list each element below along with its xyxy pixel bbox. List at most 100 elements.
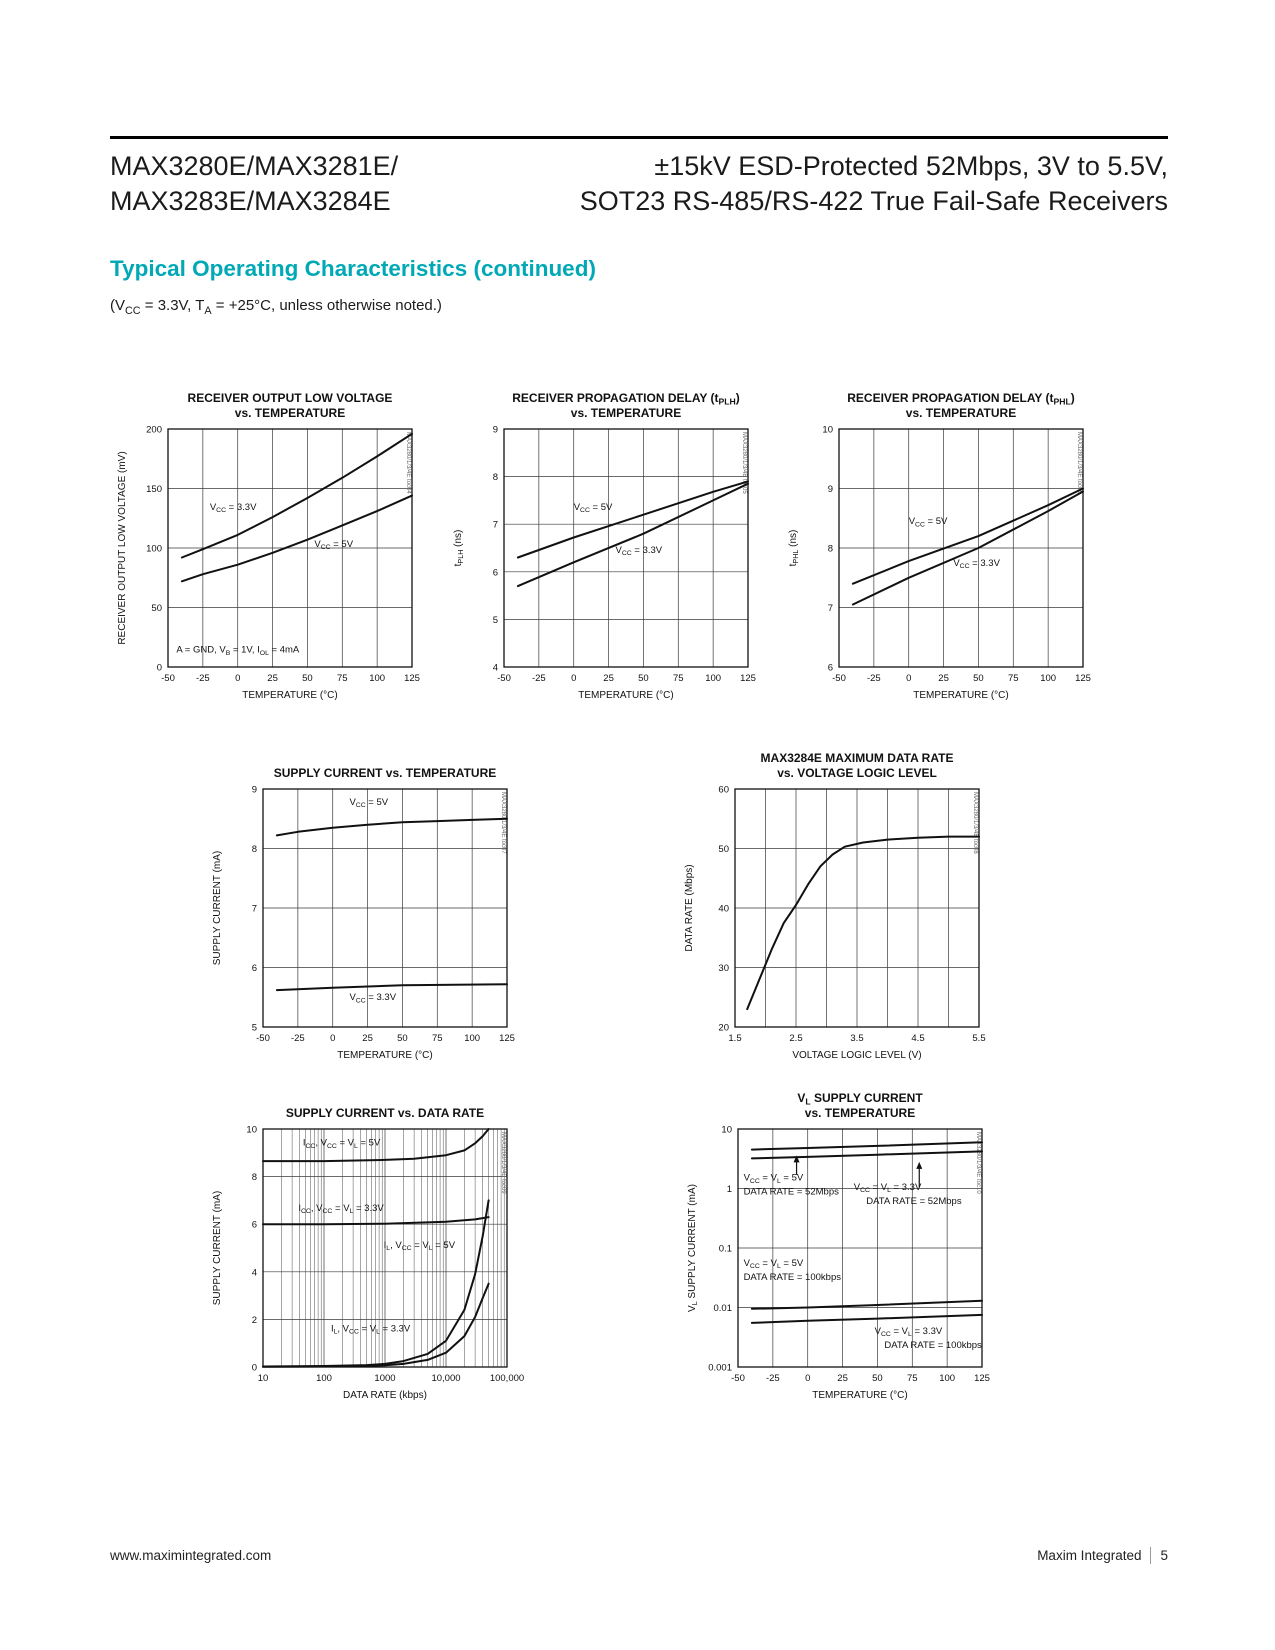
svg-text:0.1: 0.1 [719,1244,732,1255]
chart-series-0 [750,1141,983,1151]
part-number-line-1: MAX3280E/MAX3281E/ [110,151,399,181]
svg-text:125: 125 [974,1373,990,1384]
svg-text:75: 75 [673,673,684,684]
header-rule [110,136,1168,139]
svg-text:-50: -50 [256,1033,270,1044]
svg-text:0: 0 [571,673,576,684]
chart-series-1 [180,494,413,583]
svg-text:8: 8 [493,472,498,483]
svg-text:-50: -50 [832,673,846,684]
svg-text:DATA RATE = 100kbps: DATA RATE = 100kbps [884,1340,982,1351]
svg-text:50: 50 [638,673,649,684]
svg-text:VL SUPPLY CURRENT (mA): VL SUPPLY CURRENT (mA) [687,1184,699,1312]
chart-propagation-delay-tphl: RECEIVER PROPAGATION DELAY (tPHL) vs. TEM… [781,385,1111,717]
chart-canvas: SUPPLY CURRENT vs. TEMPERATURE -50 -25 0 25 5… [212,766,515,1061]
svg-text:9: 9 [828,484,833,495]
chart-series-1 [262,1216,490,1226]
svg-text:125: 125 [1075,673,1091,684]
chart-series-0 [275,817,508,837]
svg-text:50: 50 [397,1033,408,1044]
svg-text:MAX3280/1/3/4E toc05: MAX3280/1/3/4E toc05 [741,432,747,494]
svg-text:vs. TEMPERATURE: vs. TEMPERATURE [805,1106,915,1120]
footer-url[interactable]: www.maximintegrated.com [110,1548,272,1563]
svg-text:vs. TEMPERATURE: vs. TEMPERATURE [235,406,345,420]
svg-text:0: 0 [906,673,911,684]
svg-text:10: 10 [258,1373,269,1384]
svg-text:6: 6 [493,567,498,578]
chart-series-2 [750,1299,983,1310]
svg-text:-25: -25 [196,673,210,684]
svg-text:100: 100 [939,1373,955,1384]
svg-text:8: 8 [252,844,257,855]
svg-text:100: 100 [369,673,385,684]
chart-propagation-delay-tplh: RECEIVER PROPAGATION DELAY (tPLH) vs. TEM… [446,385,776,717]
svg-text:TEMPERATURE (°C): TEMPERATURE (°C) [578,690,673,701]
svg-text:VCC = 3.3V: VCC = 3.3V [616,545,663,557]
svg-text:10: 10 [822,425,833,436]
svg-text:50: 50 [872,1373,883,1384]
svg-text:DATA RATE (Mbps): DATA RATE (Mbps) [684,864,695,951]
svg-text:ICC, VCC = VL = 3.3V: ICC, VCC = VL = 3.3V [298,1203,384,1215]
svg-text:-25: -25 [867,673,881,684]
svg-text:4: 4 [252,1267,257,1278]
svg-text:6: 6 [828,663,833,674]
svg-text:50: 50 [151,603,162,614]
svg-text:150: 150 [146,484,162,495]
chart-series-3 [750,1313,983,1324]
chart-series-0 [851,487,1084,585]
svg-text:ICC, VCC = VL = 5V: ICC, VCC = VL = 5V [303,1138,381,1150]
svg-text:0: 0 [805,1373,810,1384]
section-heading: Typical Operating Characteristics (conti… [110,256,596,281]
svg-text:40: 40 [718,904,729,915]
svg-text:5.5: 5.5 [972,1033,985,1044]
svg-text:10,000: 10,000 [431,1373,460,1384]
doc-title-line-1: ±15kV ESD-Protected 52Mbps, 3V to 5.5V, [654,151,1168,181]
chart-series-0 [180,432,413,559]
svg-text:-50: -50 [731,1373,745,1384]
svg-text:25: 25 [362,1033,373,1044]
footer-right: Maxim Integrated 5 [1037,1547,1168,1564]
page-footer: www.maximintegrated.com Maxim Integrated… [110,1547,1168,1564]
footer-page-number: 5 [1160,1548,1168,1563]
svg-text:7: 7 [828,603,833,614]
svg-text:75: 75 [337,673,348,684]
svg-text:-50: -50 [497,673,511,684]
svg-text:75: 75 [432,1033,443,1044]
svg-text:RECEIVER OUTPUT LOW VOLTAGE: RECEIVER OUTPUT LOW VOLTAGE [188,391,393,405]
svg-text:0: 0 [157,663,162,674]
svg-text:25: 25 [938,673,949,684]
svg-text:25: 25 [267,673,278,684]
svg-text:8: 8 [828,544,833,555]
chart-series-0 [262,1128,490,1163]
svg-text:MAX3280/1/3/4E toc08: MAX3280/1/3/4E toc08 [972,792,978,854]
svg-text:RECEIVER OUTPUT LOW VOLTAGE (m: RECEIVER OUTPUT LOW VOLTAGE (mV) [117,451,128,644]
svg-text:10: 10 [721,1125,732,1136]
svg-text:-25: -25 [532,673,546,684]
svg-text:100: 100 [705,673,721,684]
svg-text:DATA RATE = 52Mbps: DATA RATE = 52Mbps [866,1196,962,1207]
svg-text:30: 30 [718,963,729,974]
chart-max-data-rate-vs-logic-level: MAX3284E MAXIMUM DATA RATE vs. VOLTAGE LO… [677,745,1007,1077]
svg-text:0.01: 0.01 [714,1303,733,1314]
svg-text:SUPPLY CURRENT (mA): SUPPLY CURRENT (mA) [212,1191,223,1305]
svg-text:VCC = VL = 5V: VCC = VL = 5V [744,1173,804,1185]
svg-text:SUPPLY CURRENT (mA): SUPPLY CURRENT (mA) [212,851,223,965]
svg-text:2: 2 [252,1315,257,1326]
svg-text:SUPPLY CURRENT vs. DATA RATE: SUPPLY CURRENT vs. DATA RATE [286,1106,484,1120]
chart-vl-supply-current-vs-temperature: VL SUPPLY CURRENT vs. TEMPERATURE -50 -25 0 2… [680,1085,1010,1417]
chart-supply-current-vs-temperature: SUPPLY CURRENT vs. TEMPERATURE -50 -25 0 25 5… [205,745,535,1077]
svg-text:9: 9 [493,425,498,436]
svg-text:100: 100 [146,544,162,555]
svg-text:tPHL (ns): tPHL (ns) [788,530,800,567]
svg-text:25: 25 [837,1373,848,1384]
svg-text:MAX3280/1/3/4E toc06: MAX3280/1/3/4E toc06 [1076,432,1082,494]
part-number-line-2: MAX3283E/MAX3284E [110,186,391,216]
chart-series-1 [275,983,508,992]
svg-text:IL, VCC = VL = 5V: IL, VCC = VL = 5V [384,1240,456,1252]
svg-text:VCC = 5V: VCC = 5V [349,797,388,809]
svg-text:MAX3280/1/3/4E toc04: MAX3280/1/3/4E toc04 [405,432,411,494]
svg-text:TEMPERATURE (°C): TEMPERATURE (°C) [812,1390,907,1401]
svg-text:125: 125 [404,673,420,684]
